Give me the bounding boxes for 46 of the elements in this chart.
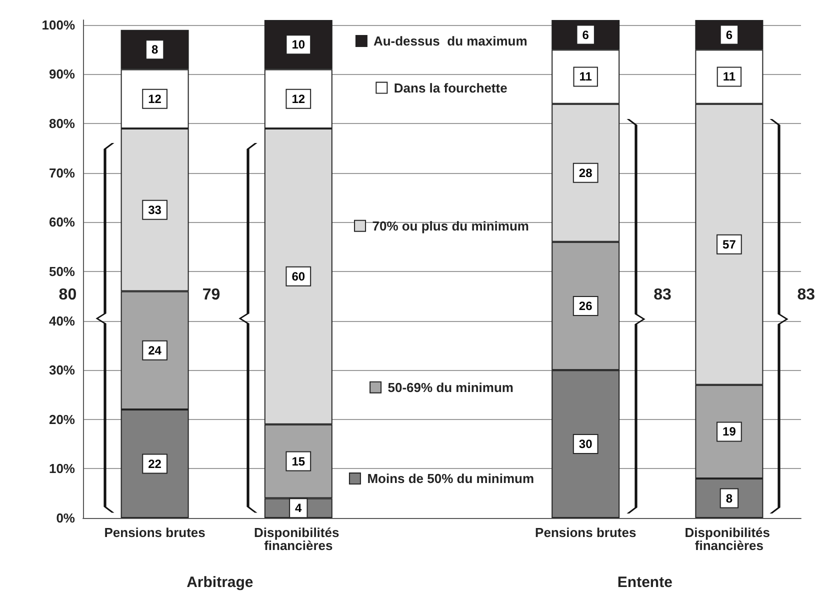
data-label: 60 <box>292 269 306 284</box>
y-tick-label: 50% <box>48 264 76 279</box>
y-tick-label: 60% <box>48 214 76 230</box>
y-tick-label: 70% <box>48 165 76 180</box>
y-tick-label: 20% <box>48 412 76 427</box>
text: Entente <box>617 574 672 591</box>
legend-label: Au-dessus du maximum <box>366 33 528 48</box>
data-label: 8 <box>151 42 158 57</box>
legend-label: Moins de 50% du minimum <box>360 471 534 486</box>
data-label: 6 <box>582 28 590 42</box>
y-tick-label: 10% <box>48 461 76 476</box>
legend-label: Dans la fourchette <box>386 80 508 96</box>
data-label: 15 <box>292 454 306 468</box>
data-label: 57 <box>722 237 736 252</box>
data-label: 11 <box>722 70 736 84</box>
legend-label: 70% ou plus du minimum <box>365 218 529 234</box>
y-tick-label: 80% <box>48 116 76 132</box>
text: 80 <box>58 286 77 304</box>
data-label: 26 <box>578 298 593 313</box>
x-tick-label: Pensions brutes <box>535 525 636 540</box>
data-label: 10 <box>292 38 306 52</box>
data-label: 11 <box>579 70 592 84</box>
x-tick-label: Disponibilités financières <box>684 525 774 553</box>
y-tick-label: 0% <box>56 510 76 526</box>
data-label: 19 <box>722 424 736 439</box>
y-tick-label: 30% <box>48 362 76 378</box>
data-label: 12 <box>148 92 162 106</box>
y-tick-label: 100% <box>42 17 76 32</box>
data-label: 22 <box>148 456 162 471</box>
annotation: 83 <box>797 286 816 304</box>
x-tick-label: Pensions brutes <box>104 525 206 540</box>
text: Arbitrage <box>186 574 254 591</box>
data-label: 8 <box>726 491 733 506</box>
annotation: 83 <box>654 286 672 304</box>
y-tick-label: 90% <box>48 66 76 82</box>
data-label: 24 <box>148 343 162 358</box>
data-label: 28 <box>578 166 593 180</box>
y-tick-label: 40% <box>48 313 76 328</box>
data-label: 30 <box>578 437 593 452</box>
legend-label: 50-69% du minimum <box>380 380 514 395</box>
annotation: 79 <box>202 286 220 304</box>
data-label: 12 <box>292 92 306 106</box>
x-tick-label: Disponibilités financières <box>254 525 343 553</box>
data-label: 4 <box>295 501 302 516</box>
data-label: 33 <box>148 202 162 217</box>
data-label: 6 <box>726 28 733 42</box>
